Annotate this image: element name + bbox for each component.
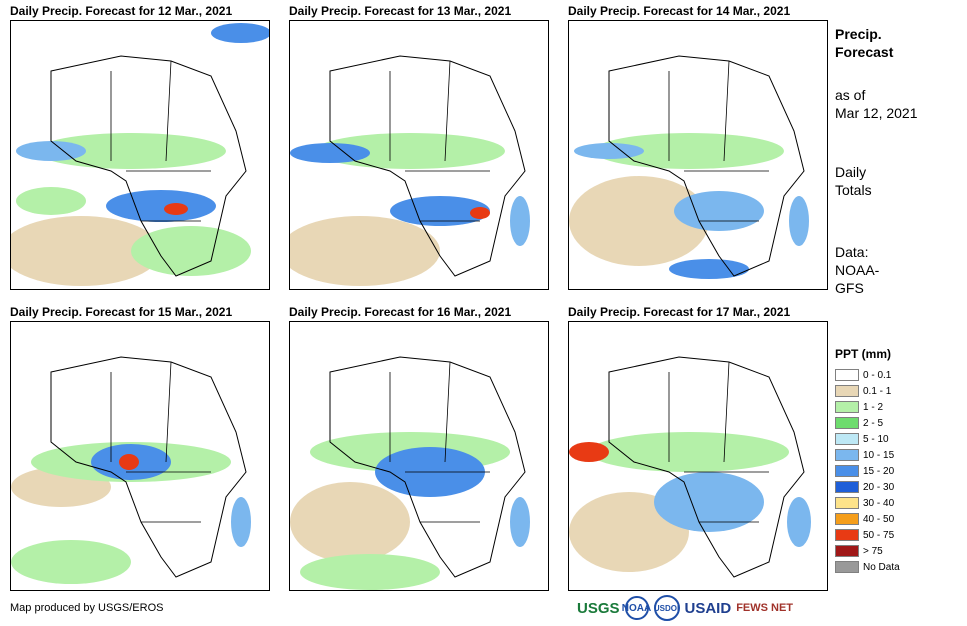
data-source-line2: NOAA- (835, 262, 880, 278)
legend: 0 - 0.1 0.1 - 1 1 - 2 2 - 5 5 - 10 10 - 15 15 … (835, 367, 900, 575)
totals-line2: Totals (835, 182, 872, 198)
usgs-logo: USGS (577, 599, 620, 617)
legend-swatch (835, 465, 859, 477)
legend-swatch (835, 481, 859, 493)
legend-label: 20 - 30 (863, 481, 895, 493)
usdoi-logo: USDOI (653, 595, 680, 621)
legend-swatch (835, 417, 859, 429)
africa-map-6 (569, 356, 811, 578)
legend-item: 40 - 50 (835, 511, 900, 527)
panel-title-2: Daily Precip. Forecast for 13 Mar., 2021 (289, 4, 512, 18)
legend-item: 1 - 2 (835, 399, 900, 415)
sidebar-title-line2: Forecast (835, 44, 894, 60)
legend-swatch (835, 401, 859, 413)
forecast-map-4 (10, 321, 270, 591)
legend-label: > 75 (863, 545, 883, 557)
legend-label: 15 - 20 (863, 465, 895, 477)
legend-item: 10 - 15 (835, 447, 900, 463)
legend-item: 20 - 30 (835, 479, 900, 495)
forecast-map-6 (568, 321, 828, 591)
sidebar-title-line1: Precip. (835, 26, 882, 42)
legend-label: 50 - 75 (863, 529, 895, 541)
legend-swatch (835, 513, 859, 525)
legend-swatch (835, 369, 859, 381)
panel-title-6: Daily Precip. Forecast for 17 Mar., 2021 (568, 305, 791, 319)
fews-net-logo: FEWS NET (736, 602, 794, 614)
panel-title-1: Daily Precip. Forecast for 12 Mar., 2021 (10, 4, 233, 18)
legend-swatch (835, 529, 859, 541)
as-of-value: Mar 12, 2021 (835, 105, 918, 121)
legend-item: 5 - 10 (835, 431, 900, 447)
logo-strip: USGS NOAA USDOI USAID FEWS NET (577, 595, 793, 621)
legend-label: 0.1 - 1 (863, 385, 892, 397)
legend-swatch (835, 433, 859, 445)
legend-swatch (835, 561, 859, 573)
data-source: Data: NOAA- GFS (835, 243, 879, 297)
forecast-map-5 (289, 321, 549, 591)
forecast-map-2 (289, 20, 549, 290)
legend-title: PPT (mm) (835, 347, 892, 361)
panel-title-4: Daily Precip. Forecast for 15 Mar., 2021 (10, 305, 233, 319)
legend-label: 0 - 0.1 (863, 369, 892, 381)
africa-map-3 (569, 55, 809, 279)
legend-item: No Data (835, 559, 900, 575)
legend-swatch (835, 545, 859, 557)
noaa-logo: NOAA (622, 596, 651, 620)
africa-map-5 (290, 356, 530, 590)
legend-swatch (835, 449, 859, 461)
legend-item: 30 - 40 (835, 495, 900, 511)
legend-item: > 75 (835, 543, 900, 559)
sidebar-title: Precip. Forecast (835, 25, 893, 61)
data-source-line1: Data: (835, 244, 869, 260)
totals-line1: Daily (835, 164, 867, 180)
africa-map-2 (290, 55, 530, 286)
legend-item: 0 - 0.1 (835, 367, 900, 383)
usaid-logo: USAID (684, 599, 732, 617)
panel-title-3: Daily Precip. Forecast for 14 Mar., 2021 (568, 4, 791, 18)
panel-title-5: Daily Precip. Forecast for 16 Mar., 2021 (289, 305, 512, 319)
legend-label: 30 - 40 (863, 497, 895, 509)
legend-label: 10 - 15 (863, 449, 895, 461)
africa-map-4 (11, 356, 251, 584)
legend-label: 40 - 50 (863, 513, 895, 525)
africa-map-1 (11, 23, 269, 286)
totals-label: Daily Totals (835, 163, 872, 199)
legend-swatch (835, 385, 859, 397)
legend-item: 0.1 - 1 (835, 383, 900, 399)
map-credit: Map produced by USGS/EROS (10, 602, 164, 614)
as-of-date: as of Mar 12, 2021 (835, 86, 918, 122)
legend-label: 1 - 2 (863, 401, 884, 413)
as-of-label: as of (835, 87, 866, 103)
legend-label: No Data (863, 561, 900, 573)
legend-label: 2 - 5 (863, 417, 884, 429)
legend-label: 5 - 10 (863, 433, 889, 445)
forecast-map-3 (568, 20, 828, 290)
data-source-line3: GFS (835, 280, 864, 296)
legend-swatch (835, 497, 859, 509)
legend-item: 2 - 5 (835, 415, 900, 431)
legend-item: 50 - 75 (835, 527, 900, 543)
forecast-map-1 (10, 20, 270, 290)
legend-item: 15 - 20 (835, 463, 900, 479)
